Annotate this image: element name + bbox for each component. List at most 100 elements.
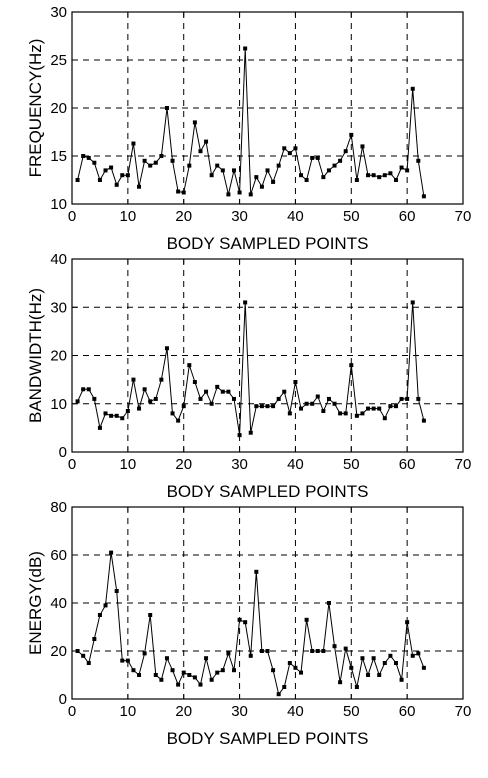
data-point: [276, 692, 281, 697]
data-point: [192, 380, 197, 385]
data-point: [226, 651, 231, 656]
data-point: [343, 646, 348, 651]
data-point: [204, 139, 209, 144]
data-point: [215, 670, 220, 675]
series-line: [77, 552, 425, 696]
data-point: [137, 184, 142, 189]
x-tick-label: 30: [231, 703, 248, 720]
y-tick-label: 20: [50, 100, 67, 117]
data-point: [159, 377, 164, 382]
y-axis-label: FREQUENCY(Hz): [26, 39, 45, 178]
y-tick-label: 40: [50, 595, 67, 612]
data-point: [382, 416, 387, 421]
x-tick-label: 10: [120, 703, 137, 720]
data-point: [282, 146, 287, 151]
data-point: [349, 363, 354, 368]
data-point: [226, 389, 231, 394]
x-tick-label: 10: [120, 456, 137, 473]
data-point: [326, 601, 331, 605]
y-tick-label: 40: [50, 251, 67, 268]
data-point: [125, 173, 130, 178]
data-point: [321, 649, 326, 653]
data-point: [103, 168, 108, 173]
data-point: [164, 106, 169, 110]
x-tick-label: 60: [399, 703, 416, 720]
data-point: [388, 404, 393, 409]
data-point: [204, 656, 209, 661]
data-point: [310, 155, 315, 160]
data-point: [410, 86, 415, 91]
data-point: [276, 396, 281, 401]
x-tick-label: 40: [287, 456, 304, 473]
data-point: [271, 404, 276, 409]
data-point: [254, 569, 259, 574]
data-point: [371, 406, 376, 411]
data-point: [321, 175, 326, 180]
data-point: [421, 418, 426, 423]
data-point: [349, 665, 354, 670]
data-point: [259, 404, 264, 409]
data-point: [204, 389, 209, 394]
x-tick-label: 20: [175, 703, 192, 720]
data-point: [259, 184, 264, 189]
y-tick-label: 20: [50, 643, 67, 660]
data-point: [338, 158, 343, 163]
data-point: [131, 668, 136, 673]
data-point: [148, 613, 153, 617]
x-axis-label: BODY SAMPLED POINTS: [167, 234, 369, 253]
x-tick-label: 10: [120, 208, 137, 225]
data-point: [293, 146, 298, 151]
data-point: [416, 158, 421, 163]
data-point: [421, 665, 426, 670]
data-point: [170, 158, 175, 163]
data-point: [137, 406, 142, 411]
data-point: [170, 411, 175, 416]
data-point: [120, 658, 125, 663]
data-point: [315, 394, 320, 399]
x-tick-label: 40: [287, 208, 304, 225]
data-point: [92, 160, 97, 165]
data-point: [103, 411, 108, 416]
data-point: [248, 430, 253, 435]
data-point: [254, 404, 259, 409]
data-point: [215, 384, 220, 389]
data-point: [220, 389, 225, 394]
y-axis-label: ENERGY(dB): [26, 551, 45, 655]
data-point: [81, 387, 86, 392]
data-point: [114, 182, 119, 187]
data-point: [86, 387, 91, 392]
x-tick-label: 30: [231, 456, 248, 473]
x-tick-label: 70: [455, 703, 472, 720]
data-point: [393, 404, 398, 409]
x-tick-label: 60: [399, 456, 416, 473]
data-point: [315, 155, 320, 160]
data-point: [393, 661, 398, 665]
data-point: [198, 682, 203, 687]
data-point: [276, 163, 281, 168]
data-point: [170, 668, 175, 673]
data-point: [103, 603, 108, 608]
data-point: [176, 682, 181, 687]
x-tick-label: 40: [287, 703, 304, 720]
data-point: [405, 168, 410, 173]
data-point: [120, 416, 125, 421]
data-point: [237, 433, 242, 438]
data-point: [416, 396, 421, 401]
data-point: [176, 189, 181, 194]
data-point: [109, 413, 114, 418]
chart-panel-3: 0 10 20 30 40 50 60 70 0 20 40 60 80 BODY SAMPLED POI…: [26, 499, 471, 748]
x-tick-label: 0: [68, 456, 76, 473]
data-point: [92, 637, 97, 641]
x-tick-label: 50: [343, 703, 360, 720]
data-point: [349, 132, 354, 137]
data-point: [176, 418, 181, 423]
data-point: [338, 411, 343, 416]
data-point: [164, 656, 169, 661]
data-point: [332, 163, 337, 168]
data-point: [226, 192, 231, 197]
x-tick-label: 70: [455, 456, 472, 473]
data-point: [131, 377, 136, 382]
data-point: [237, 617, 242, 622]
data-point: [388, 653, 393, 658]
data-point: [86, 155, 91, 160]
